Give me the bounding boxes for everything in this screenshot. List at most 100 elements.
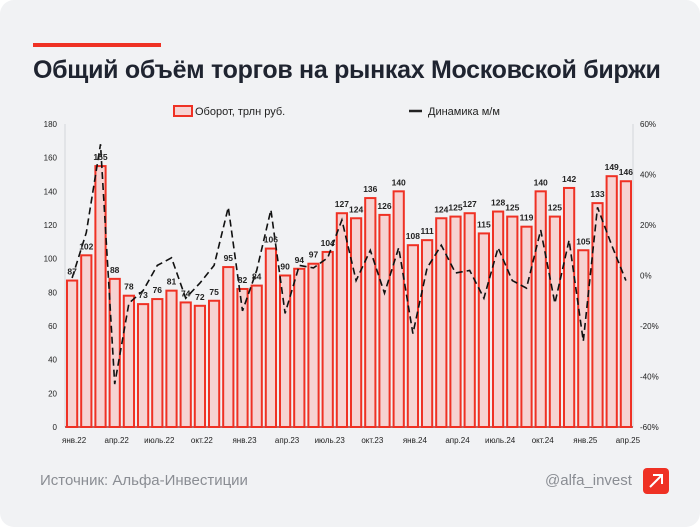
bar: [349, 217, 363, 428]
y-right-tick-label: 40%: [640, 171, 656, 180]
bar: [562, 186, 576, 428]
x-tick-label: апр.25: [616, 436, 641, 445]
y-right-tick-label: 60%: [640, 120, 656, 129]
bar-data-label: 125: [505, 203, 519, 213]
bar-data-label: 124: [434, 204, 448, 214]
x-tick-label: апр.23: [275, 436, 300, 445]
y-left-tick-label: 0: [53, 423, 58, 432]
bar-data-label: 111: [420, 226, 434, 236]
y-right-tick-label: -40%: [640, 373, 659, 382]
bar: [151, 298, 164, 429]
legend-line-label: Динамика м/м: [428, 106, 500, 118]
x-tick-label: янв.25: [573, 436, 598, 445]
bar-data-label: 128: [491, 198, 505, 208]
bar: [406, 244, 420, 428]
bar: [136, 303, 150, 428]
bar: [179, 301, 192, 428]
bar: [506, 215, 519, 428]
bar: [94, 165, 107, 428]
bar-data-label: 146: [619, 167, 633, 177]
bar: [207, 299, 221, 428]
x-tick-label: апр.24: [445, 436, 470, 445]
x-tick-label: апр.22: [105, 436, 130, 445]
bar-data-label: 127: [335, 199, 349, 209]
legend-bar-swatch: [173, 105, 193, 117]
bar-data-label: 102: [79, 241, 93, 251]
bar: [378, 213, 391, 428]
source-text: Источник: Альфа-Инвестиции: [40, 472, 248, 489]
bar: [435, 217, 448, 428]
legend: Оборот, трлн руб. Динамика м/м: [173, 105, 500, 118]
bar: [491, 210, 505, 428]
bar: [222, 266, 235, 429]
bar-data-label: 82: [238, 275, 248, 285]
bar-data-label: 84: [252, 272, 262, 282]
bar: [605, 175, 618, 428]
alfa-logo-icon: [643, 468, 669, 494]
bar: [250, 284, 263, 428]
bar-data-label: 75: [209, 287, 219, 297]
mom-change-line: [71, 144, 627, 385]
bar: [534, 190, 547, 428]
bar: [122, 294, 136, 429]
bar-data-label: 119: [520, 213, 534, 223]
bar: [420, 239, 434, 428]
bar-data-label: 105: [576, 236, 590, 246]
x-tick-label: янв.24: [403, 436, 428, 445]
y-left-tick-label: 40: [48, 356, 57, 365]
bar: [364, 197, 377, 428]
bar: [619, 180, 633, 428]
bar: [307, 262, 320, 429]
y-left-tick-label: 100: [44, 255, 58, 264]
bar-data-label: 155: [93, 152, 107, 162]
bar-data-label: 94: [295, 255, 305, 265]
x-tick-label: июль.23: [315, 436, 346, 445]
bar-data-label: 149: [605, 162, 619, 172]
page-title: Общий объём торгов на рынках Московской …: [33, 56, 661, 84]
bar-data-label: 81: [167, 277, 177, 287]
bar: [463, 212, 476, 428]
bar-data-label: 74: [181, 288, 191, 298]
y-right-tick-label: 20%: [640, 221, 656, 230]
bar-data-label: 106: [264, 235, 278, 245]
y-left-tick-label: 20: [48, 389, 57, 398]
y-left-tick-label: 180: [44, 120, 58, 129]
legend-bar-label: Оборот, трлн руб.: [195, 106, 285, 118]
bar-data-label: 125: [448, 203, 462, 213]
bar: [591, 202, 604, 428]
y-left-tick-label: 60: [48, 322, 57, 331]
bar-data-label: 127: [463, 199, 477, 209]
bar-data-label: 140: [534, 177, 548, 187]
x-tick-label: окт.24: [532, 436, 554, 445]
bar: [548, 215, 562, 428]
bar: [65, 279, 79, 428]
y-left-tick-label: 120: [44, 221, 58, 230]
bar: [236, 287, 249, 429]
bar: [321, 250, 334, 428]
bar-data-label: 115: [477, 219, 491, 229]
bar-data-label: 73: [138, 290, 148, 300]
bar: [80, 254, 93, 428]
bar: [264, 247, 278, 428]
bar: [293, 267, 306, 428]
bar-data-label: 87: [67, 267, 77, 277]
x-tick-label: окт.23: [361, 436, 383, 445]
x-tick-label: июль.24: [485, 436, 516, 445]
y-right-tick-label: -60%: [640, 423, 659, 432]
bar-data-label: 124: [349, 204, 363, 214]
accent-bar: [33, 43, 161, 47]
bar-data-label: 125: [548, 203, 562, 213]
bar-data-label: 72: [195, 292, 205, 302]
bar-data-label: 90: [280, 262, 290, 272]
bar-data-label: 108: [406, 231, 420, 241]
bar: [335, 212, 349, 428]
bar: [392, 190, 405, 428]
social-handle[interactable]: @alfa_invest: [545, 472, 632, 489]
bar: [278, 274, 292, 428]
bar: [193, 304, 207, 428]
x-tick-label: янв.22: [62, 436, 87, 445]
y-left-tick-label: 80: [48, 288, 57, 297]
bar-data-label: 140: [392, 177, 406, 187]
bar-data-label: 95: [224, 253, 234, 263]
x-tick-label: янв.23: [232, 436, 257, 445]
